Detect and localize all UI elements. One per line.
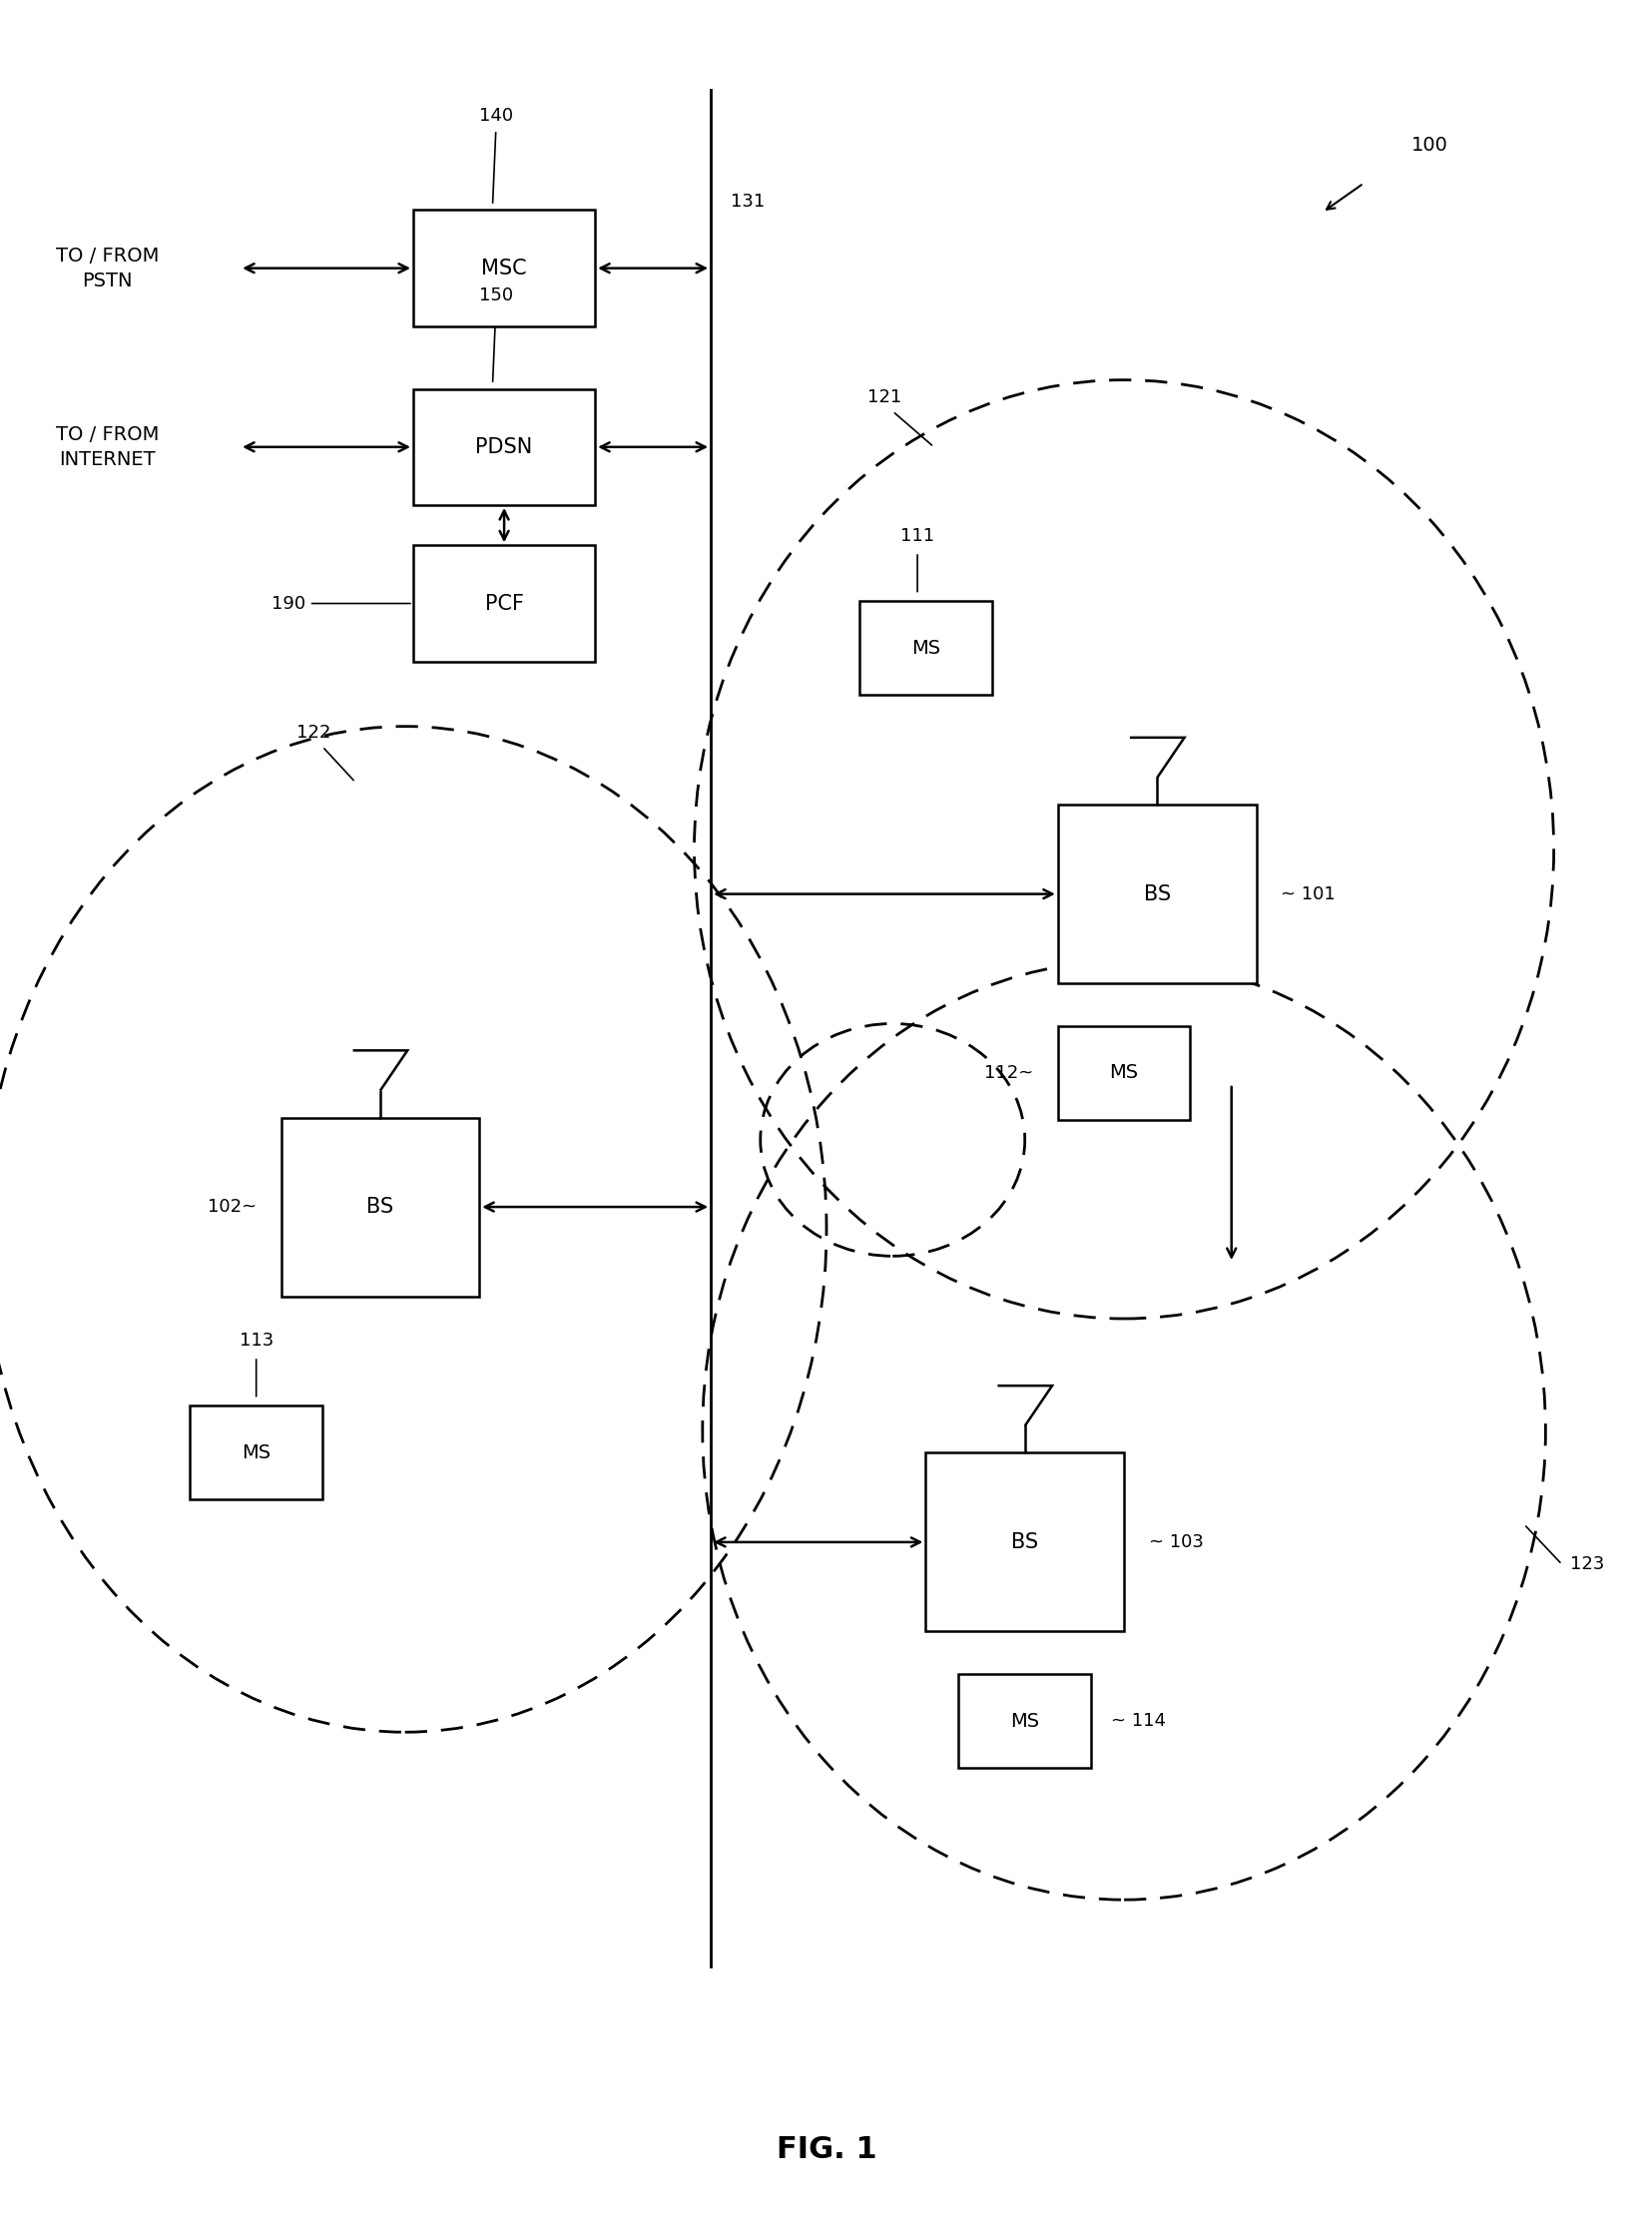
Text: TO / FROM
PSTN: TO / FROM PSTN (56, 246, 159, 291)
Text: 100: 100 (1411, 136, 1447, 154)
Text: 122: 122 (297, 724, 330, 742)
Text: 112~: 112~ (983, 1064, 1032, 1082)
Text: FIG. 1: FIG. 1 (776, 2137, 876, 2163)
FancyBboxPatch shape (859, 601, 991, 695)
FancyBboxPatch shape (925, 1453, 1123, 1632)
Text: ~ 114: ~ 114 (1110, 1712, 1165, 1730)
FancyBboxPatch shape (413, 389, 595, 505)
FancyBboxPatch shape (190, 1406, 322, 1500)
FancyBboxPatch shape (413, 545, 595, 662)
Text: 113: 113 (240, 1332, 273, 1350)
Text: BS: BS (1143, 885, 1170, 903)
FancyBboxPatch shape (413, 210, 595, 326)
Text: 111: 111 (900, 527, 933, 545)
FancyBboxPatch shape (281, 1118, 479, 1296)
Text: MS: MS (241, 1444, 271, 1462)
Text: MSC: MSC (481, 259, 527, 277)
Text: MS: MS (1009, 1712, 1039, 1730)
Text: 123: 123 (1569, 1556, 1604, 1573)
Text: BS: BS (367, 1198, 393, 1216)
Text: MS: MS (1108, 1064, 1138, 1082)
FancyBboxPatch shape (958, 1674, 1090, 1768)
Text: PCF: PCF (484, 595, 524, 612)
FancyBboxPatch shape (1057, 1026, 1189, 1120)
Text: 140: 140 (479, 107, 512, 125)
Text: MS: MS (910, 639, 940, 657)
Text: 190: 190 (271, 595, 306, 612)
Text: PDSN: PDSN (476, 438, 532, 456)
Text: 131: 131 (730, 192, 765, 210)
Text: 150: 150 (479, 286, 512, 304)
FancyBboxPatch shape (1057, 805, 1256, 983)
Text: ~ 101: ~ 101 (1280, 885, 1335, 903)
Text: TO / FROM
INTERNET: TO / FROM INTERNET (56, 425, 159, 469)
Text: 121: 121 (867, 389, 900, 407)
Text: BS: BS (1011, 1533, 1037, 1551)
Text: 102~: 102~ (206, 1198, 256, 1216)
Text: ~ 103: ~ 103 (1148, 1533, 1203, 1551)
